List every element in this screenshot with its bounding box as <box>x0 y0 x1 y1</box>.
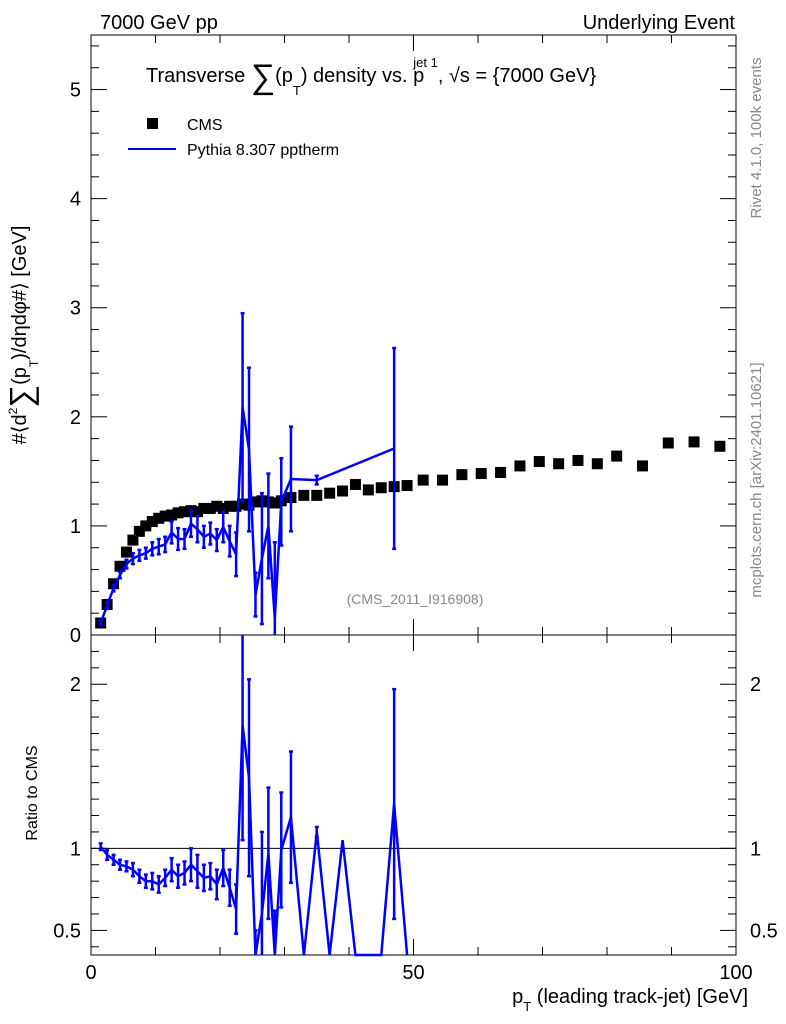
y-tick-label: 4 <box>70 189 81 211</box>
svg-text:#⟨d2∑(pT)/dηdφ#⟩ [GeV]: #⟨d2∑(pT)/dηdφ#⟩ [GeV] <box>3 226 41 445</box>
cms-point <box>611 450 623 462</box>
title-superscript-jet: jet 1 <box>412 55 438 70</box>
y-tick-label: 5 <box>70 80 81 102</box>
cms-point <box>114 560 126 572</box>
ratio-y-axis-label: Ratio to CMS <box>24 745 41 840</box>
title-part-c: ) density vs. p <box>301 65 424 87</box>
ylabel-sup2: 2 <box>6 407 20 414</box>
y-tick-label: 3 <box>70 298 81 320</box>
cms-point <box>120 546 132 558</box>
ratio-y-tick-label-right: 1 <box>750 838 761 860</box>
chart-title: Transverse ∑(pT) density vs. pjet 1, √s … <box>146 55 596 98</box>
cms-point <box>349 478 361 490</box>
xlabel-part-b: (leading track-jet) [GeV] <box>531 986 748 1008</box>
ratio-y-tick-label: 2 <box>70 674 81 696</box>
cms-point <box>437 474 449 486</box>
ratio-y-tick-label-right: 0.5 <box>750 920 778 942</box>
cms-point <box>166 509 178 521</box>
rivet-version-label: Rivet 4.1.0, 100k events <box>748 58 765 219</box>
cms-point <box>133 525 145 537</box>
cms-point <box>204 502 216 514</box>
cms-point <box>662 437 674 449</box>
x-tick-label: 0 <box>85 962 96 984</box>
analysis-tag: (CMS_2011_I916908) <box>347 591 484 607</box>
ratio-y-tick-label: 0.5 <box>53 920 81 942</box>
pythia-series <box>98 311 397 635</box>
cms-point <box>159 510 171 522</box>
cms-point <box>375 482 387 494</box>
cms-point <box>495 466 507 478</box>
x-tick-label: 50 <box>402 962 424 984</box>
cms-point <box>249 496 261 508</box>
ylabel-part-c: )/dηdφ#⟩ [GeV] <box>9 226 31 360</box>
ratio-y-tick-label: 1 <box>70 838 81 860</box>
legend-label-cms: CMS <box>187 117 223 134</box>
cms-point <box>714 440 726 452</box>
xlabel-subscript-t: T <box>523 999 531 1014</box>
cms-point <box>417 474 429 486</box>
cms-point <box>237 498 249 510</box>
y-tick-label: 2 <box>70 407 81 429</box>
y-tick-label: 1 <box>70 516 81 538</box>
cms-point <box>191 506 203 518</box>
cms-point <box>514 460 526 472</box>
title-part-d: , √s = {7000 GeV} <box>438 65 597 87</box>
ylabel-part-a: #⟨d <box>9 414 31 444</box>
y-axis-label: #⟨d2∑(pT)/dηdφ#⟩ [GeV] <box>3 226 41 445</box>
header-left: 7000 GeV pp <box>100 12 218 34</box>
ratio-axis-ticks: 0.5 0.5 1 1 2 2 0 50 100 <box>53 635 778 984</box>
x-axis-label: pT (leading track-jet) [GeV] <box>512 986 748 1014</box>
ratio-line <box>99 725 409 957</box>
ylabel-subscript-t: T <box>27 359 41 367</box>
main-axis-ticks: 0 1 2 3 4 5 <box>70 35 737 647</box>
mcplots-label: mcplots.cern.ch [arXiv:2401.10621] <box>748 362 765 597</box>
cms-point <box>456 469 468 481</box>
cms-point <box>230 500 242 512</box>
ylabel-sum-symbol: ∑ <box>3 385 39 408</box>
y-tick-label: 0 <box>70 625 81 647</box>
header-right: Underlying Event <box>583 12 736 34</box>
cms-point <box>475 468 487 480</box>
cms-point <box>269 497 281 509</box>
ratio-y-tick-label-right: 2 <box>750 674 761 696</box>
ratio-plot-frame <box>90 634 737 956</box>
cms-point <box>553 458 565 470</box>
title-part-b: (p <box>275 65 293 87</box>
legend-label-pythia: Pythia 8.307 pptherm <box>187 142 339 159</box>
x-tick-label: 100 <box>719 962 752 984</box>
xlabel-part-a: p <box>512 986 523 1008</box>
cms-point <box>324 487 336 499</box>
cms-point <box>311 489 323 501</box>
title-part-a: Transverse <box>146 65 251 87</box>
title-subscript-t: T <box>293 83 301 98</box>
cms-point <box>636 460 648 472</box>
cms-point <box>217 502 229 514</box>
cms-point <box>224 500 236 512</box>
cms-point <box>337 485 349 497</box>
cms-point <box>533 456 545 468</box>
ylabel-part-b: (p <box>9 367 31 385</box>
cms-point <box>362 484 374 496</box>
cms-point <box>146 516 158 528</box>
cms-point <box>298 489 310 501</box>
cms-point <box>591 458 603 470</box>
cms-point <box>140 520 152 532</box>
title-sum-symbol: ∑ <box>251 58 275 96</box>
cms-point <box>179 506 191 518</box>
cms-point <box>688 436 700 448</box>
cms-point <box>198 502 210 514</box>
cms-point <box>572 454 584 466</box>
cms-point <box>172 507 184 519</box>
ratio-series <box>98 635 409 957</box>
cms-point <box>401 480 413 492</box>
cms-point <box>153 512 165 524</box>
cms-point <box>127 534 139 546</box>
cms-point <box>211 500 223 512</box>
legend-marker-cms <box>147 118 158 129</box>
